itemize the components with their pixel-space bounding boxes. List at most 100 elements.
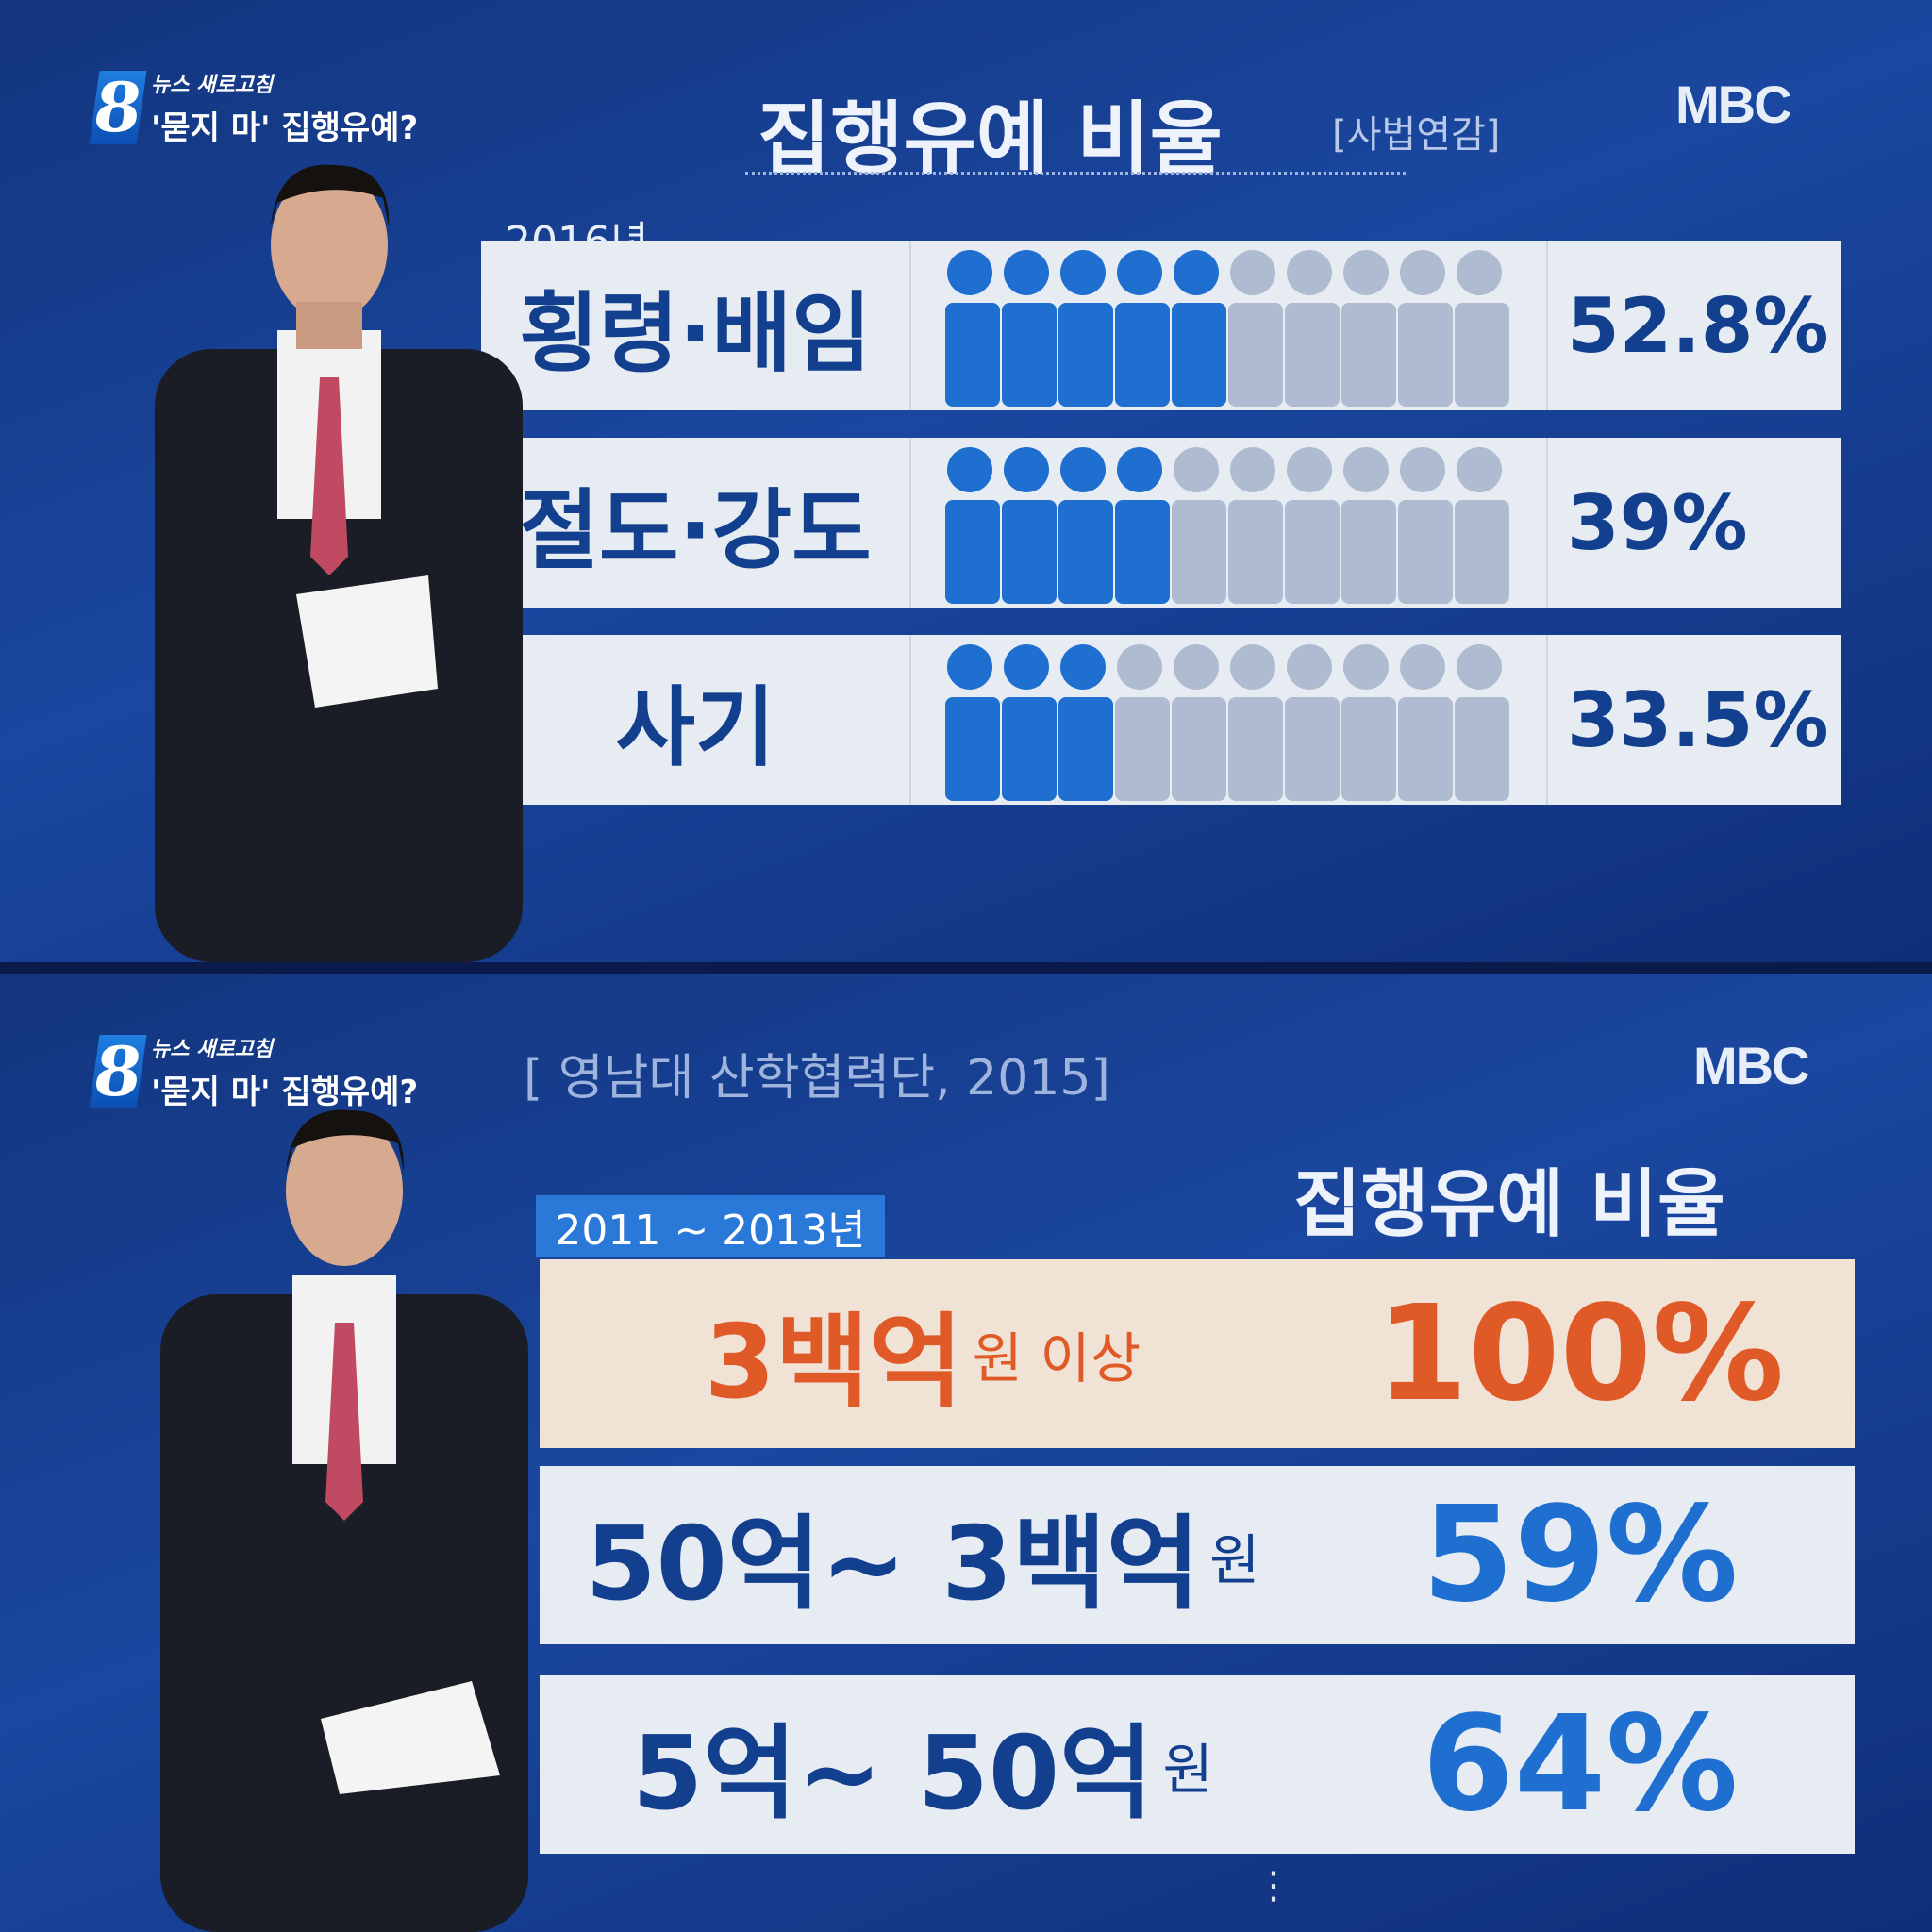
title-divider <box>745 172 1406 175</box>
amount-text: 50억~ 3백억 <box>585 1505 1201 1624</box>
person-empty-mark <box>1341 303 1396 407</box>
person-head-mark <box>1117 644 1162 690</box>
category-label: 50억~ 3백억 원 <box>540 1466 1306 1644</box>
bar-row: 50억~ 3백억 원 59% <box>540 1466 1855 1644</box>
top-panel: 8 뉴스 새로고침 '묻지 마' 집행유예? MBC 집행유예 비율 [사법연감… <box>0 0 1932 962</box>
value-label: 52.8% <box>1546 241 1841 410</box>
person-head-mark <box>1060 447 1106 492</box>
person-empty-mark <box>1285 500 1340 604</box>
person-head-mark <box>1117 447 1162 492</box>
person-head-mark <box>947 644 992 690</box>
person-filled-mark <box>1002 303 1057 407</box>
person-head-mark <box>1287 447 1332 492</box>
pictograph <box>945 447 1509 604</box>
category-label: 5억~ 50억 원 <box>540 1675 1306 1854</box>
person-head-mark <box>1174 447 1219 492</box>
bottom-panel: 8 뉴스 새로고침 '묻지 마' 집행유예? MBC [ 영남대 산학협력단, … <box>0 974 1932 1932</box>
chart-source: [ 영남대 산학협력단, 2015] <box>524 1050 1110 1107</box>
person-head-mark <box>1004 447 1049 492</box>
person-head-mark <box>1400 250 1445 295</box>
person-filled-mark <box>1172 303 1226 407</box>
person-filled-mark <box>1002 500 1057 604</box>
person-head-mark <box>1400 447 1445 492</box>
amount-text: 3백억 <box>704 1304 963 1422</box>
bar-row: 5억~ 50억 원 64% <box>540 1675 1855 1854</box>
person-head-mark <box>1230 644 1275 690</box>
person-head-mark <box>1117 250 1162 295</box>
category-label: 절도·강도 <box>481 438 911 608</box>
person-filled-mark <box>945 697 1000 801</box>
person-filled-mark <box>1058 697 1113 801</box>
category-label: 3백억 원 이상 <box>540 1259 1306 1448</box>
presenter-image <box>160 1109 528 1932</box>
pictograph <box>945 644 1509 801</box>
person-empty-mark <box>1228 500 1283 604</box>
value-label: 33.5% <box>1546 635 1841 805</box>
bar-row: 3백억 원 이상 100% <box>540 1259 1855 1448</box>
person-head-mark <box>1343 644 1389 690</box>
person-head-mark <box>1457 447 1502 492</box>
program-name: 뉴스 새로고침 <box>151 74 274 97</box>
person-head-mark <box>1343 447 1389 492</box>
person-empty-mark <box>1228 697 1283 801</box>
person-head-mark <box>1004 250 1049 295</box>
person-head-mark <box>947 447 992 492</box>
person-head-mark <box>1174 644 1219 690</box>
person-filled-mark <box>1115 303 1170 407</box>
person-filled-mark <box>1058 500 1113 604</box>
person-empty-mark <box>1115 697 1170 801</box>
category-label: 사기 <box>481 635 911 805</box>
person-empty-mark <box>1455 303 1509 407</box>
person-head-mark <box>1457 250 1502 295</box>
person-head-mark <box>1230 447 1275 492</box>
bar-row: 횡령·배임 52.8% <box>481 241 1841 410</box>
person-filled-mark <box>945 500 1000 604</box>
headline: '묻지 마' 집행유예? <box>151 109 419 147</box>
person-empty-mark <box>1228 303 1283 407</box>
pictograph <box>945 250 1509 407</box>
person-head-mark <box>1287 644 1332 690</box>
value-label: 64% <box>1422 1688 1739 1841</box>
mbc-logo: MBC <box>1693 1036 1810 1095</box>
person-empty-mark <box>1341 697 1396 801</box>
chart-title: 집행유예 비율 <box>1293 1162 1725 1247</box>
person-empty-mark <box>1172 697 1226 801</box>
chart-source: [사법연감] <box>1332 113 1501 157</box>
person-empty-mark <box>1285 303 1340 407</box>
period-badge: 2011 ~ 2013년 <box>536 1195 885 1257</box>
person-head-mark <box>1060 250 1106 295</box>
bar-row: 절도·강도 39% <box>481 438 1841 608</box>
person-head-mark <box>1004 644 1049 690</box>
person-head-mark <box>1400 644 1445 690</box>
person-head-mark <box>1230 250 1275 295</box>
amount-suffix: 원 이상 <box>972 1326 1141 1391</box>
channel-logo: 8 <box>89 67 148 147</box>
person-head-mark <box>1457 644 1502 690</box>
person-filled-mark <box>945 303 1000 407</box>
person-empty-mark <box>1398 500 1453 604</box>
channel-logo: 8 <box>89 1031 148 1111</box>
person-head-mark <box>1060 644 1106 690</box>
headline: '묻지 마' 집행유예? <box>151 1074 419 1111</box>
person-head-mark <box>1287 250 1332 295</box>
value-label: 39% <box>1546 438 1841 608</box>
value-label: 59% <box>1422 1478 1739 1632</box>
amount-text: 5억~ 50억 <box>632 1714 1154 1833</box>
person-empty-mark <box>1341 500 1396 604</box>
person-filled-mark <box>1058 303 1113 407</box>
person-filled-mark <box>1002 697 1057 801</box>
person-empty-mark <box>1398 303 1453 407</box>
person-empty-mark <box>1398 697 1453 801</box>
program-name: 뉴스 새로고침 <box>151 1038 274 1061</box>
person-head-mark <box>947 250 992 295</box>
amount-suffix: 원 <box>1162 1737 1213 1802</box>
category-label: 횡령·배임 <box>481 241 911 410</box>
person-head-mark <box>1343 250 1389 295</box>
value-label: 100% <box>1375 1276 1785 1431</box>
person-empty-mark <box>1455 697 1509 801</box>
chart-title: 집행유예 비율 <box>758 92 1223 185</box>
person-head-mark <box>1174 250 1219 295</box>
amount-suffix: 원 <box>1209 1527 1260 1592</box>
person-empty-mark <box>1172 500 1226 604</box>
mbc-logo: MBC <box>1675 75 1792 134</box>
